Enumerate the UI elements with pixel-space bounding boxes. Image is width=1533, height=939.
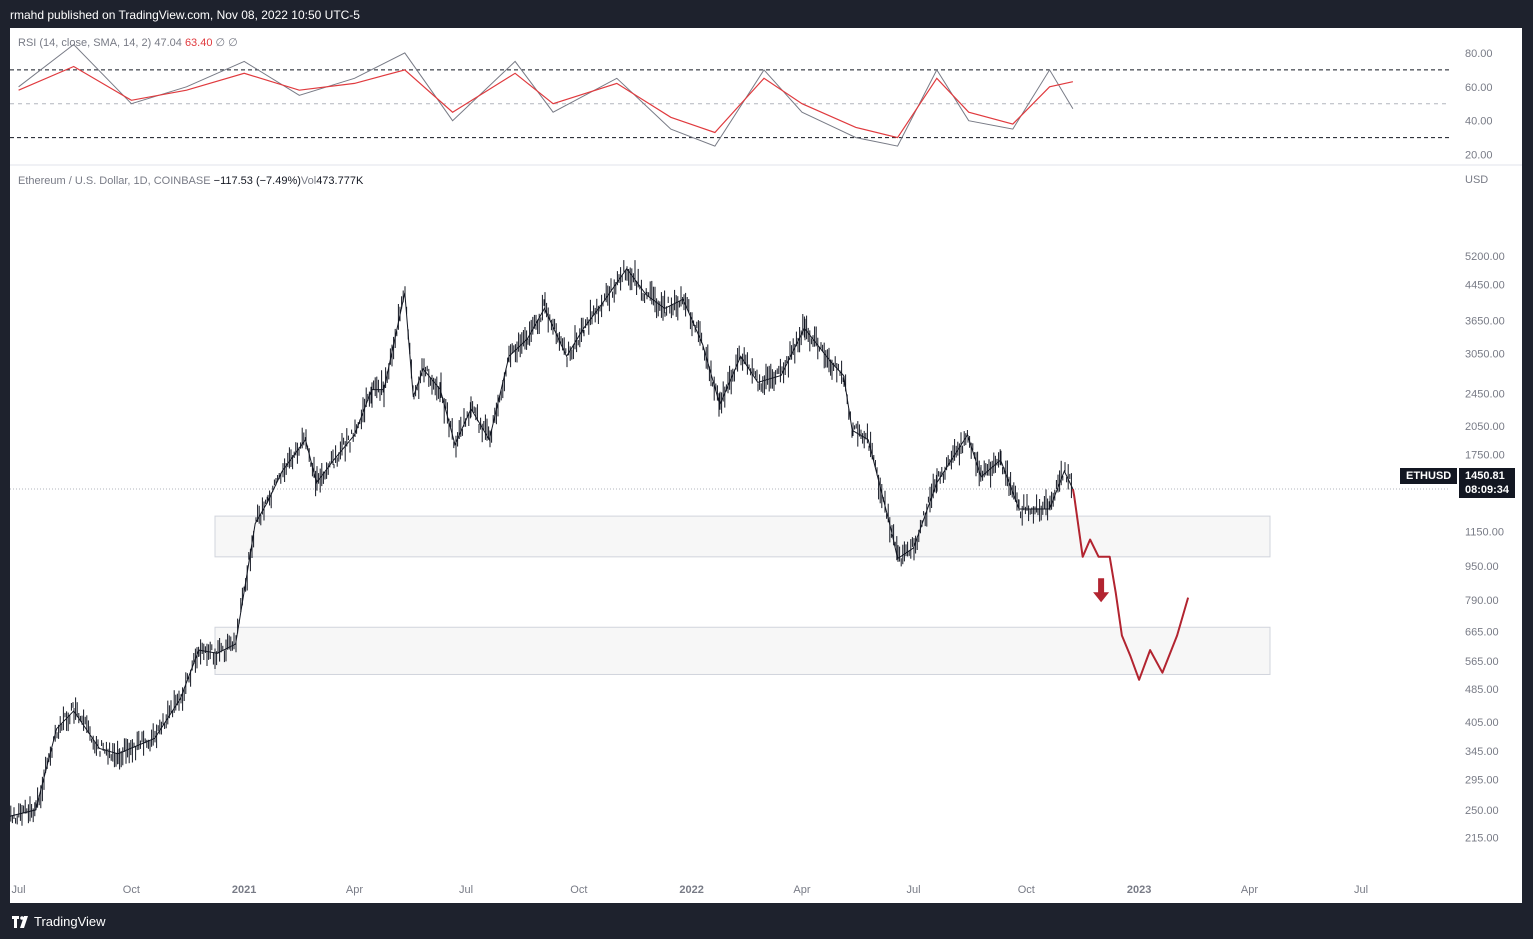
down-arrow-icon xyxy=(1093,578,1110,603)
price-legend-symbol: Ethereum / U.S. Dollar, 1D, COINBASE xyxy=(18,175,211,187)
rsi-axis-tick: 40.00 xyxy=(1465,116,1493,128)
price-axis-tick: 790.00 xyxy=(1465,595,1499,607)
time-axis-tick: Oct xyxy=(1018,884,1035,896)
rsi-axis-tick: 20.00 xyxy=(1465,150,1493,162)
price-axis-tick: 1750.00 xyxy=(1465,450,1505,462)
support-zone xyxy=(214,515,1271,558)
price-axis-tick: 215.00 xyxy=(1465,832,1499,844)
price-axis-tick: 295.00 xyxy=(1465,775,1499,787)
chart-canvas[interactable]: 80.00 60.00 40.00 20.00 USD 5200.00 4450.00 365… xyxy=(10,28,1522,903)
chart-frame[interactable]: 80.00 60.00 40.00 20.00 USD 5200.00 4450.00 365… xyxy=(10,28,1522,903)
time-axis-tick: Jul xyxy=(1354,884,1368,896)
time-axis-tick: Oct xyxy=(123,884,140,896)
price-legend-change: −117.53 (−7.49%) xyxy=(213,175,301,187)
price-axis-tick: 4450.00 xyxy=(1465,279,1505,291)
projection-line xyxy=(1071,488,1190,681)
tradingview-logo[interactable]: TradingView xyxy=(12,914,106,929)
price-legend-vol-value: 473.777K xyxy=(316,175,364,187)
footer: TradingView xyxy=(0,903,1533,939)
rsi-legend-ma-value: 63.40 xyxy=(184,37,213,49)
support-zone xyxy=(214,626,1271,675)
price-axis-tick: 405.00 xyxy=(1465,717,1499,729)
time-axis-tick: Apr xyxy=(346,884,363,896)
publish-header: rmahd published on TradingView.com, Nov … xyxy=(0,0,1533,28)
price-axis-tick: 565.00 xyxy=(1465,656,1499,668)
price-legend-vol-label: Vol xyxy=(300,175,317,187)
time-axis-tick: Jul xyxy=(459,884,473,896)
price-tag-countdown: 08:09:34 xyxy=(1465,484,1510,496)
price-axis-unit: USD xyxy=(1465,174,1488,186)
price-trend-line xyxy=(10,267,1074,817)
rsi-legend-extra: ∅ ∅ xyxy=(215,37,238,49)
price-axis-tick: 1150.00 xyxy=(1465,526,1504,538)
price-axis-tick: 2050.00 xyxy=(1465,421,1505,433)
price-tag-value: 1450.81 xyxy=(1465,470,1505,482)
price-axis-tick: 5200.00 xyxy=(1465,251,1505,263)
price-axis-tick: 485.00 xyxy=(1465,684,1499,696)
price-axis-tick: 665.00 xyxy=(1465,626,1499,638)
publish-info: rmahd published on TradingView.com, Nov … xyxy=(10,8,360,22)
rsi-axis-tick: 80.00 xyxy=(1465,48,1493,60)
tradingview-logo-icon xyxy=(12,915,28,928)
price-axis-tick: 345.00 xyxy=(1465,746,1499,758)
rsi-line xyxy=(18,43,1074,147)
rsi-axis-tick: 60.00 xyxy=(1465,82,1493,94)
price-axis-tick: 3650.00 xyxy=(1465,316,1505,328)
time-axis-tick: 2021 xyxy=(232,884,256,896)
price-axis-tick: 2450.00 xyxy=(1465,388,1505,400)
price-tag: 1450.81 08:09:34 xyxy=(1459,468,1516,498)
ticker-tag: ETHUSD xyxy=(1400,468,1458,484)
time-axis-tick: Apr xyxy=(1241,884,1258,896)
time-axis-tick: Oct xyxy=(570,884,587,896)
rsi-ma-line xyxy=(18,65,1074,139)
tradingview-logo-text: TradingView xyxy=(34,914,106,929)
time-axis-tick: Jul xyxy=(12,884,26,896)
price-axis-tick: 3050.00 xyxy=(1465,348,1505,360)
rsi-legend-value: 47.04 xyxy=(154,37,182,49)
time-axis-tick: Apr xyxy=(793,884,810,896)
time-axis-tick: Jul xyxy=(906,884,920,896)
price-axis-tick: 950.00 xyxy=(1465,561,1499,573)
time-axis-tick: 2022 xyxy=(679,884,703,896)
price-axis-tick: 250.00 xyxy=(1465,805,1499,817)
rsi-legend[interactable]: RSI (14, close, SMA, 14, 2) 47.04 63.40 … xyxy=(18,36,238,49)
price-legend[interactable]: Ethereum / U.S. Dollar, 1D, COINBASE −11… xyxy=(18,175,363,187)
time-axis-tick: 2023 xyxy=(1127,884,1151,896)
rsi-legend-name: RSI (14, close, SMA, 14, 2) xyxy=(18,37,152,49)
